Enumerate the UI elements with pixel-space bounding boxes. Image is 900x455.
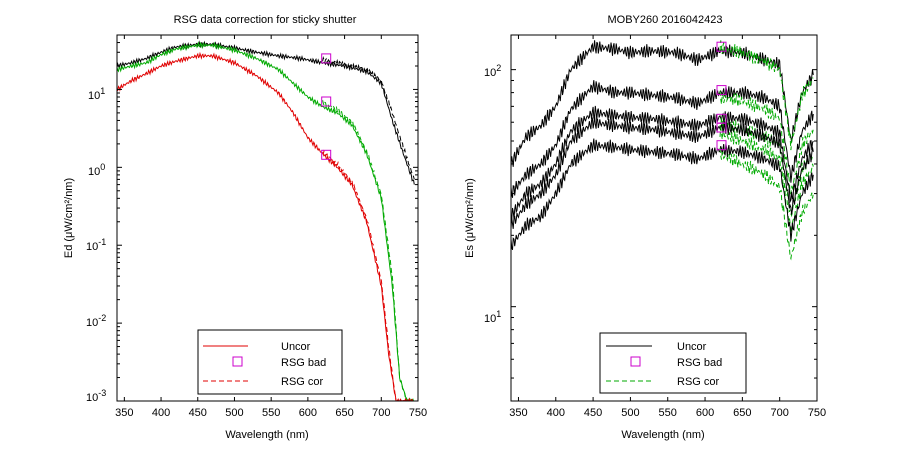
right-series-line — [719, 147, 814, 261]
right-x-tick-label: 550 — [659, 407, 677, 419]
left-x-tick-label: 700 — [372, 407, 390, 419]
left-title: RSG data correction for sticky shutter — [174, 14, 357, 26]
right-x-tick-label: 350 — [509, 407, 527, 419]
right-series-line — [511, 105, 814, 221]
right-rsg-bad-marker — [716, 122, 727, 133]
right-legend-swatch-rsg-bad — [630, 356, 641, 367]
right-panel: MOBY260 2016042423 350 400 450 500 550 600 650… — [464, 14, 826, 441]
left-y-tick-label: 100 — [88, 162, 105, 178]
right-x-tick-label: 500 — [621, 407, 639, 419]
left-panel: RSG data correction for sticky shutter 3… — [63, 14, 427, 441]
left-y-axis-label: Ed (μW/cm²/nm) — [63, 178, 75, 258]
left-rsg-bad-marker — [321, 53, 332, 64]
right-y-tick-label: 102 — [484, 63, 501, 79]
right-x-tick-label: 450 — [584, 407, 602, 419]
right-series-line — [511, 115, 814, 229]
right-legend-label-rsg-bad: RSG bad — [677, 357, 722, 369]
left-x-tick-label: 550 — [262, 407, 280, 419]
right-x-tick-label: 600 — [696, 407, 714, 419]
right-y-tick-labels: 102 101 — [484, 63, 501, 325]
left-x-tick-label: 750 — [409, 407, 427, 419]
left-y-tick-label: 10-3 — [86, 388, 106, 404]
left-x-tick-label: 400 — [152, 407, 170, 419]
right-x-ticks: 350 400 450 500 550 600 650 700 750 — [509, 35, 826, 419]
right-series-line — [719, 127, 814, 233]
right-y-ticks — [511, 69, 817, 402]
right-series-line — [719, 40, 814, 151]
right-legend-box — [599, 332, 747, 394]
left-y-tick-labels: 101 100 10-1 10-2 10-3 — [86, 86, 106, 404]
left-series-line — [117, 40, 415, 185]
right-series-line — [511, 80, 814, 198]
left-legend: Uncor RSG bad RSG cor — [197, 329, 343, 395]
left-legend-label-uncor: Uncor — [281, 341, 311, 353]
left-series-line — [322, 149, 415, 401]
left-rsg-bad-marker — [321, 149, 332, 160]
right-title: MOBY260 2016042423 — [608, 14, 723, 26]
right-y-tick-label: 101 — [484, 309, 501, 325]
left-plot-area — [117, 40, 415, 401]
right-x-tick-label: 400 — [547, 407, 565, 419]
left-series-line — [322, 55, 415, 180]
right-y-axis-label: Es (μW/cm²/nm) — [464, 178, 476, 258]
left-x-tick-label: 450 — [189, 407, 207, 419]
right-legend: Uncor RSG bad RSG cor — [599, 332, 747, 394]
left-x-tick-label: 350 — [115, 407, 133, 419]
left-series-line — [117, 51, 415, 401]
right-x-axis-label: Wavelength (nm) — [621, 429, 704, 441]
left-rsg-bad-marker — [321, 96, 332, 107]
right-legend-label-rsg-cor: RSG cor — [677, 376, 720, 388]
left-x-ticks: 350 400 450 500 550 600 650 700 750 — [115, 34, 427, 419]
right-rsg-bad-marker — [716, 140, 727, 151]
left-y-ticks — [117, 34, 418, 402]
left-x-axis-label: Wavelength (nm) — [225, 429, 308, 441]
right-x-tick-label: 700 — [771, 407, 789, 419]
left-y-tick-label: 101 — [88, 86, 105, 102]
right-plot-area — [511, 40, 814, 261]
right-x-tick-label: 650 — [733, 407, 751, 419]
right-series-line — [511, 138, 814, 250]
left-x-tick-label: 650 — [335, 407, 353, 419]
left-legend-box — [197, 329, 343, 395]
right-rsg-bad-marker — [716, 85, 727, 96]
left-axes-frame — [116, 34, 419, 402]
right-rsg-bad-marker — [716, 41, 727, 52]
right-x-tick-label: 750 — [808, 407, 826, 419]
left-y-tick-label: 10-2 — [86, 313, 106, 329]
left-legend-swatch-rsg-bad — [232, 356, 243, 367]
left-legend-label-rsg-bad: RSG bad — [281, 357, 326, 369]
left-legend-label-rsg-cor: RSG cor — [281, 376, 324, 388]
left-series-line — [117, 41, 415, 401]
left-x-tick-label: 500 — [225, 407, 243, 419]
right-legend-label-uncor: Uncor — [677, 341, 707, 353]
right-series-line — [719, 90, 814, 196]
right-series-line — [511, 40, 814, 167]
right-axes-frame — [510, 34, 818, 402]
left-series-line — [322, 100, 415, 401]
left-x-tick-label: 600 — [299, 407, 317, 419]
left-y-tick-label: 10-1 — [86, 237, 106, 253]
